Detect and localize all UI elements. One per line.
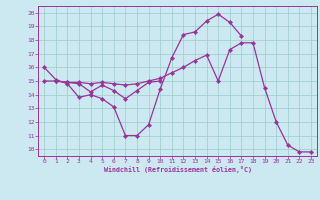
X-axis label: Windchill (Refroidissement éolien,°C): Windchill (Refroidissement éolien,°C) xyxy=(104,166,252,173)
